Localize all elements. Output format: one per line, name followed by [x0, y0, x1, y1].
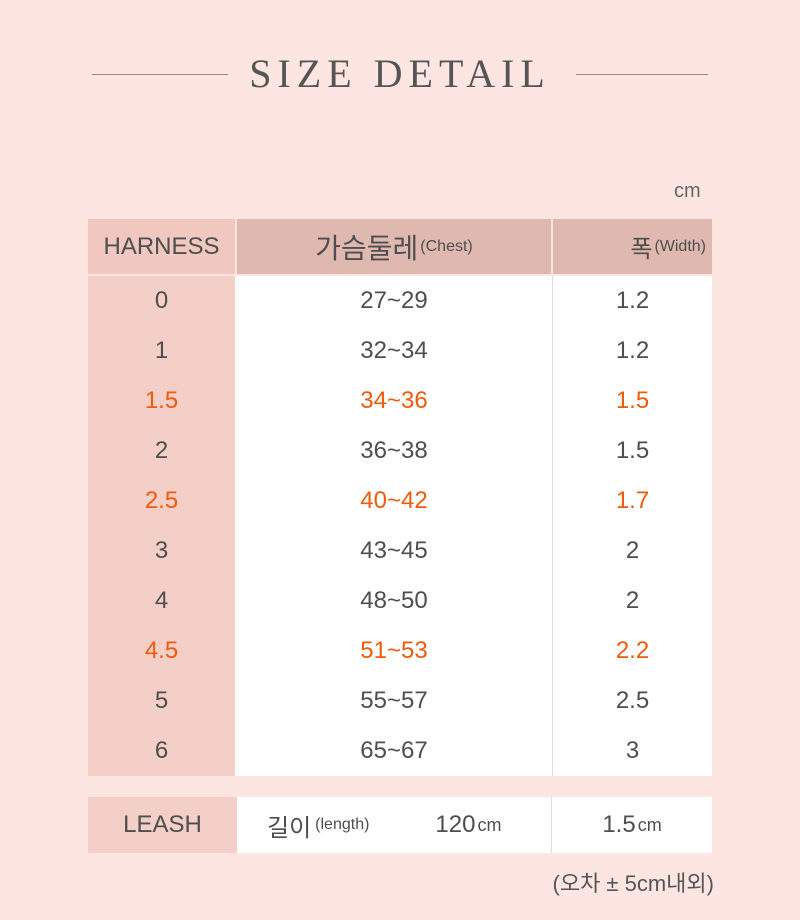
table-row: 2.5 40~42 1.7 [88, 476, 712, 526]
table-row: 5 55~57 2.5 [88, 676, 712, 726]
table-row: 3 43~45 2 [88, 526, 712, 576]
width-cell: 2 [552, 526, 712, 576]
chest-cell: 27~29 [237, 276, 551, 326]
chest-cell: 48~50 [237, 576, 551, 626]
leash-row: LEASH 길이 (length) 120 cm 1.5 cm [88, 797, 712, 853]
width-cell: 2.2 [552, 626, 712, 676]
size-cell: 1.5 [88, 376, 235, 426]
table-row: 4.5 51~53 2.2 [88, 626, 712, 676]
size-cell: 1 [88, 326, 235, 376]
chest-cell: 65~67 [237, 726, 551, 776]
width-cell: 1.5 [552, 426, 712, 476]
width-cell: 1.2 [552, 326, 712, 376]
width-cell: 1.2 [552, 276, 712, 326]
table-row: 0 27~29 1.2 [88, 276, 712, 326]
size-table: HARNESS 가슴둘레 (Chest) 폭 (Width) 0 27~29 1.2 1 3… [88, 219, 712, 776]
chest-cell: 36~38 [237, 426, 551, 476]
title-line-right [576, 74, 708, 75]
header-harness: HARNESS [88, 219, 235, 274]
leash-width: 1.5 cm [552, 797, 712, 853]
size-cell: 2.5 [88, 476, 235, 526]
table-row: 1 32~34 1.2 [88, 326, 712, 376]
width-cell: 2.5 [552, 676, 712, 726]
leash-label: LEASH [88, 797, 237, 853]
page-title: SIZE DETAIL [249, 51, 551, 96]
header-width: 폭 (Width) [553, 219, 712, 274]
chest-cell: 34~36 [237, 376, 551, 426]
title-line-left [92, 74, 228, 75]
header-chest: 가슴둘레 (Chest) [237, 219, 551, 274]
width-cell: 1.5 [552, 376, 712, 426]
size-cell: 5 [88, 676, 235, 726]
width-cell: 3 [552, 726, 712, 776]
unit-label: cm [674, 180, 701, 202]
chest-cell: 55~57 [237, 676, 551, 726]
size-cell: 4.5 [88, 626, 235, 676]
size-cell: 4 [88, 576, 235, 626]
leash-length: 길이 (length) 120 cm [237, 797, 552, 853]
table-row: 6 65~67 3 [88, 726, 712, 776]
chest-cell: 40~42 [237, 476, 551, 526]
table-header: HARNESS 가슴둘레 (Chest) 폭 (Width) [88, 219, 712, 274]
width-cell: 2 [552, 576, 712, 626]
size-cell: 2 [88, 426, 235, 476]
tolerance-note: (오차 ± 5cm내외) [552, 871, 714, 896]
chest-cell: 43~45 [237, 526, 551, 576]
size-cell: 0 [88, 276, 235, 326]
table-row: 1.5 34~36 1.5 [88, 376, 712, 426]
size-cell: 6 [88, 726, 235, 776]
table-row: 2 36~38 1.5 [88, 426, 712, 476]
size-cell: 3 [88, 526, 235, 576]
chest-cell: 51~53 [237, 626, 551, 676]
width-cell: 1.7 [552, 476, 712, 526]
table-row: 4 48~50 2 [88, 576, 712, 626]
chest-cell: 32~34 [237, 326, 551, 376]
